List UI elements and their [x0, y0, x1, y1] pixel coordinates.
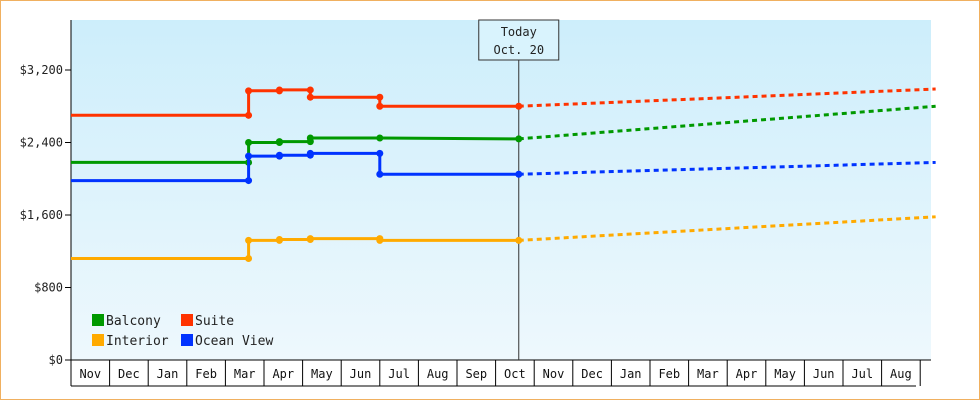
series-suite — [71, 86, 936, 119]
month-label: Aug — [427, 367, 449, 381]
y-tick-label: $800 — [34, 281, 63, 295]
month-label: Jun — [350, 367, 372, 381]
series-point-interior — [515, 236, 523, 244]
legend-swatch-suite — [181, 314, 193, 326]
series-point-ocean-view — [245, 177, 253, 185]
series-point-ocean-view — [245, 152, 253, 160]
month-label: Jan — [157, 367, 179, 381]
series-projection-ocean-view — [518, 160, 936, 176]
legend: Balcony Suite Interior Ocean View — [92, 314, 273, 349]
y-tick-label: $1,600 — [20, 208, 63, 222]
series-point-interior — [245, 236, 253, 244]
series-projection-interior — [518, 215, 936, 242]
month-label: Jul — [388, 367, 410, 381]
series-point-ocean-view — [515, 170, 523, 178]
today-box — [478, 19, 560, 61]
month-label: Dec — [581, 367, 603, 381]
month-label: Dec — [118, 367, 140, 381]
month-label: Jan — [620, 367, 642, 381]
y-tick-label: $0 — [49, 353, 63, 367]
y-axis-ticks: $0 $800 $1,600 $2,400 $3,200 — [20, 63, 71, 367]
series-layer — [71, 86, 936, 262]
series-point-suite — [245, 111, 253, 119]
month-label: Mar — [697, 367, 719, 381]
series-projection-balcony — [518, 104, 936, 141]
month-label: Apr — [272, 367, 294, 381]
legend-swatch-interior — [92, 334, 104, 346]
series-point-ocean-view — [376, 149, 384, 157]
series-point-suite — [515, 102, 523, 110]
series-point-interior — [245, 255, 253, 262]
series-point-ocean-view — [275, 151, 283, 159]
legend-swatch-balcony — [92, 314, 104, 326]
series-point-balcony — [245, 139, 253, 146]
series-point-suite — [245, 87, 253, 95]
series-line-ocean-view — [71, 151, 519, 183]
legend-label-balcony: Balcony — [106, 314, 161, 329]
y-tick-label: $2,400 — [20, 136, 63, 150]
series-point-interior — [306, 235, 314, 243]
series-line-suite — [71, 88, 519, 117]
series-point-suite — [306, 93, 314, 101]
today-label-line1: Today — [501, 25, 537, 39]
axes — [70, 20, 931, 386]
legend-label-interior: Interior — [106, 334, 169, 349]
month-label: Jun — [813, 367, 835, 381]
series-point-ocean-view — [376, 170, 384, 178]
series-point-interior — [376, 236, 384, 244]
month-label: May — [774, 367, 796, 381]
month-label: Feb — [195, 367, 217, 381]
series-point-balcony — [515, 135, 523, 143]
month-label: Nov — [79, 367, 101, 381]
legend-label-ocean-view: Ocean View — [195, 334, 273, 349]
month-label: Feb — [658, 367, 680, 381]
today-marker: Today Oct. 20 — [478, 19, 560, 360]
month-label: Mar — [234, 367, 256, 381]
month-label: Sep — [465, 367, 487, 381]
x-axis-months: Nov Dec Jan Feb Mar Apr May Jun Jul Aug Sep Oct Nov D… — [71, 360, 921, 387]
y-tick-label: $3,200 — [20, 63, 63, 77]
month-label: Aug — [890, 367, 912, 381]
series-point-ocean-view — [306, 149, 314, 157]
month-label: May — [311, 367, 333, 381]
series-interior — [71, 215, 936, 262]
series-point-suite — [275, 86, 283, 94]
series-point-suite — [306, 86, 314, 94]
legend-label-suite: Suite — [195, 314, 234, 329]
plot-area — [71, 20, 931, 360]
month-label: Oct — [504, 367, 526, 381]
series-point-suite — [376, 102, 384, 110]
month-label: Jul — [851, 367, 873, 381]
series-point-balcony — [306, 134, 314, 142]
today-label-line2: Oct. 20 — [493, 43, 544, 57]
month-label: Apr — [736, 367, 758, 381]
series-point-suite — [376, 93, 384, 101]
legend-swatch-ocean-view — [181, 334, 193, 346]
series-ocean-view — [71, 149, 936, 185]
series-projection-suite — [518, 87, 936, 108]
month-label: Nov — [543, 367, 565, 381]
series-point-interior — [275, 235, 283, 243]
series-point-balcony — [275, 138, 283, 146]
series-point-balcony — [376, 134, 384, 142]
